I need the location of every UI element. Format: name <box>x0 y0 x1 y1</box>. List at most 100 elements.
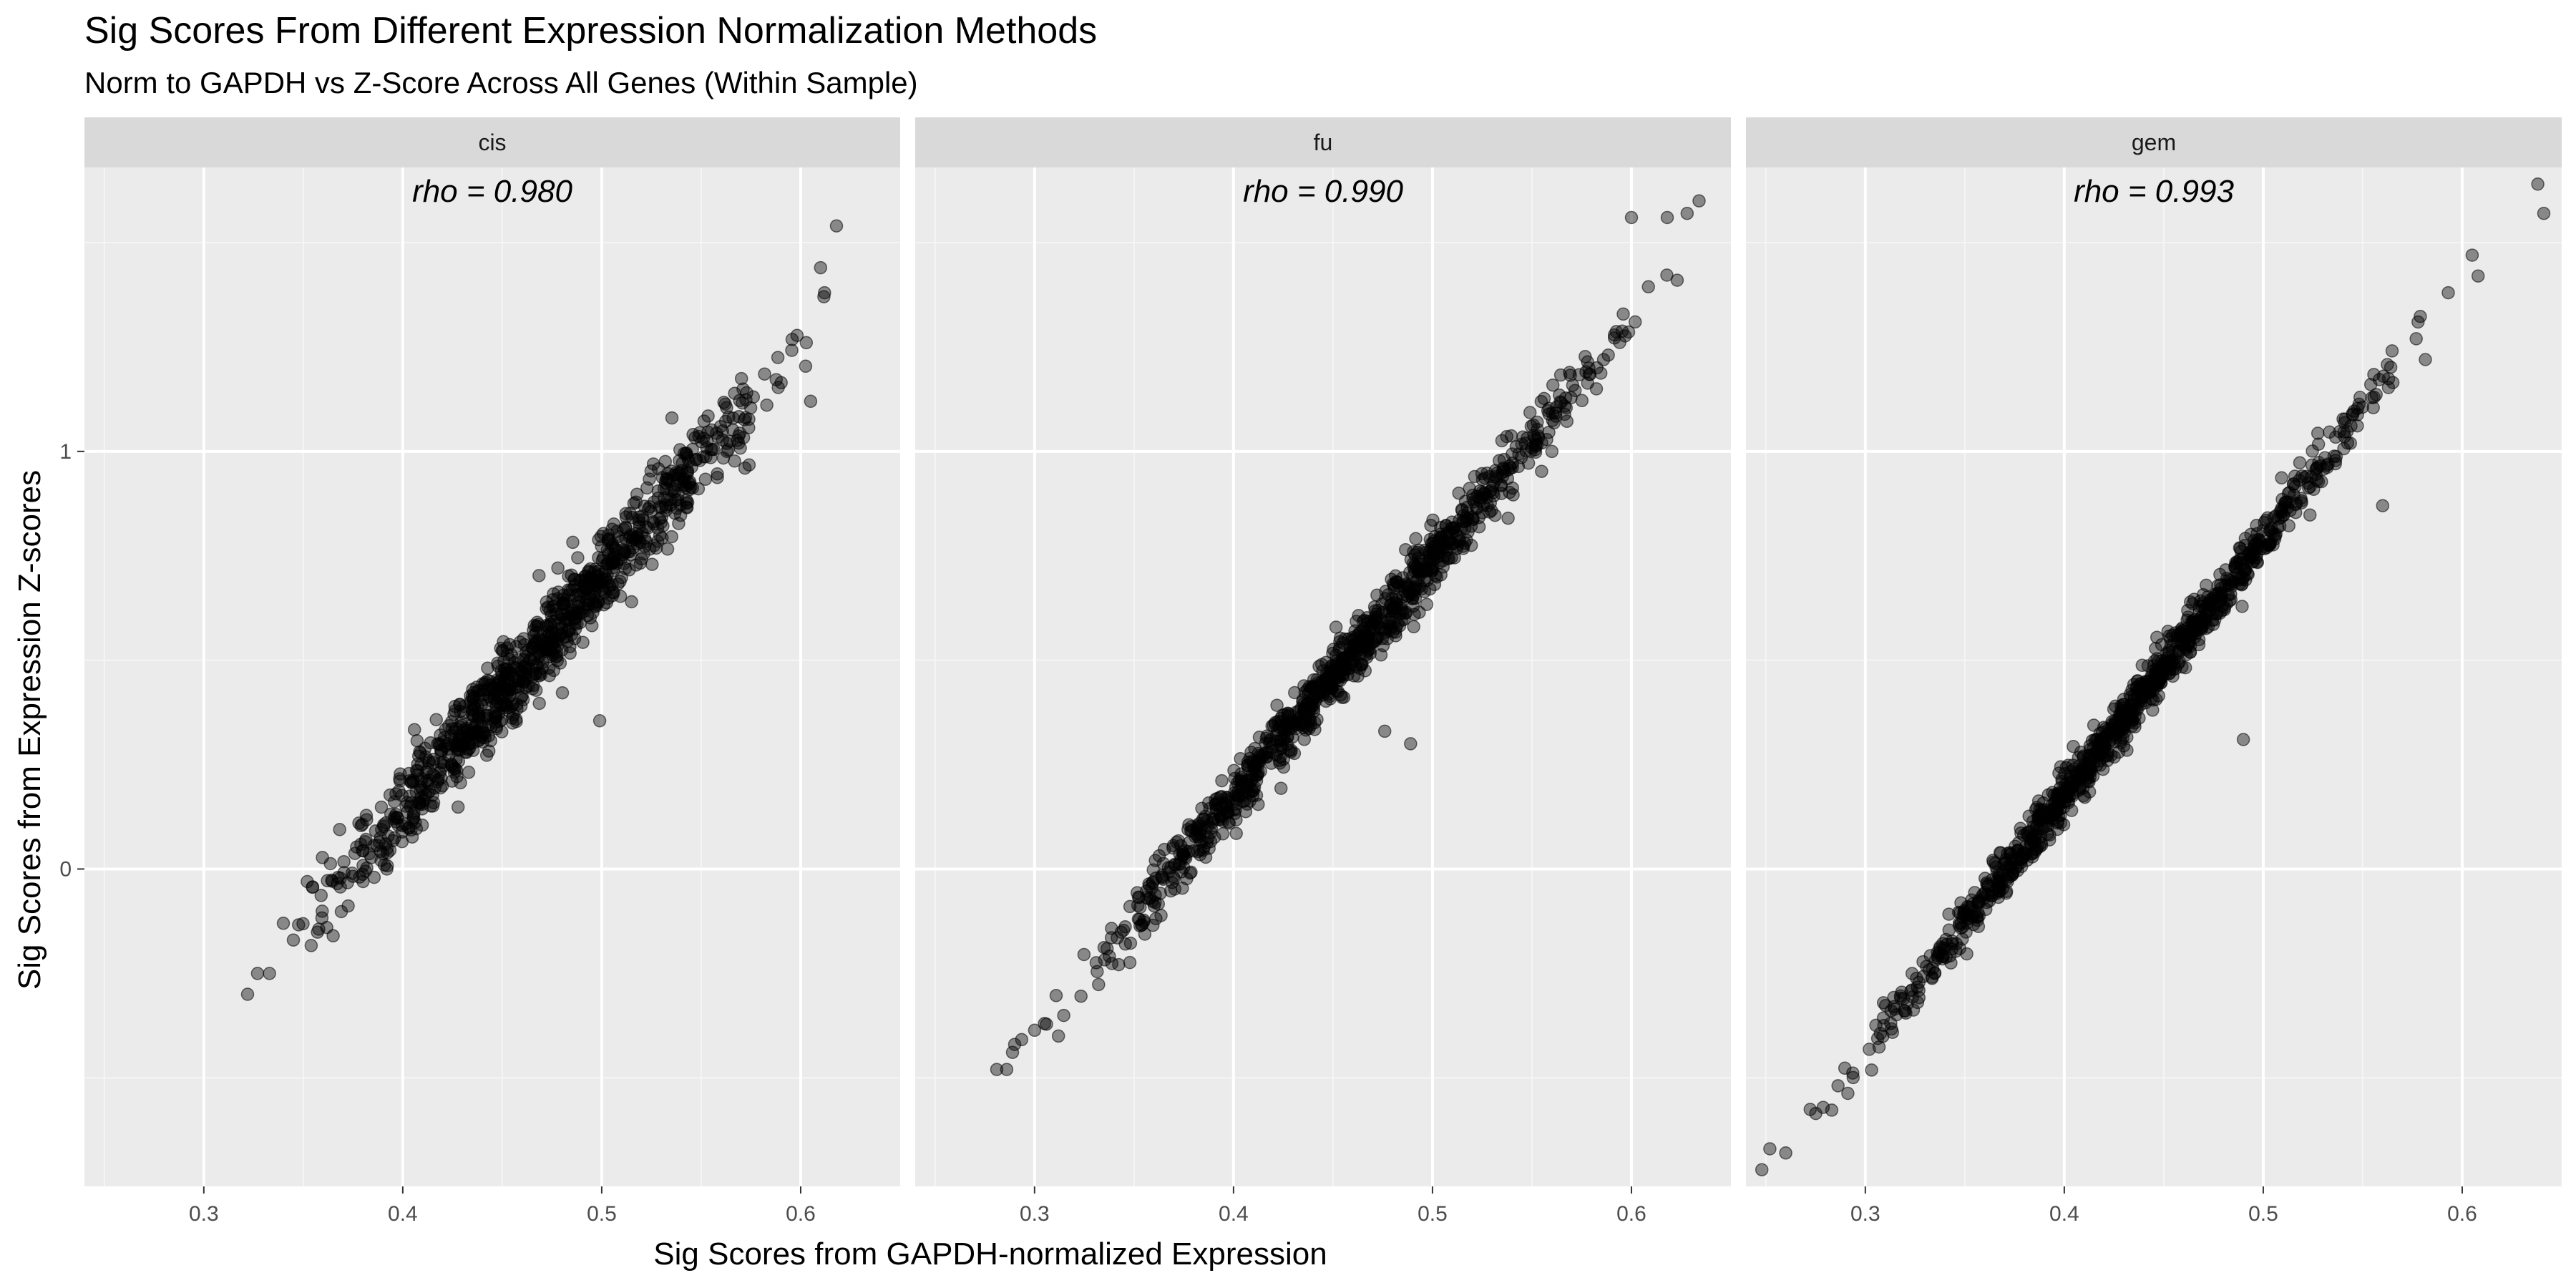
data-point <box>1494 479 1508 493</box>
data-point <box>1123 955 1137 970</box>
data-point <box>535 635 549 649</box>
data-point <box>341 899 355 913</box>
data-point <box>1146 894 1159 908</box>
data-point <box>1972 909 1986 922</box>
data-point <box>240 987 255 1001</box>
facet-strip-label: gem <box>2132 130 2176 155</box>
data-point <box>477 693 490 706</box>
data-point <box>1506 481 1520 495</box>
data-point <box>1936 941 1950 955</box>
data-point <box>532 696 546 711</box>
data-point <box>2174 638 2188 651</box>
data-point <box>2205 613 2220 628</box>
data-point <box>2441 286 2455 300</box>
data-point <box>1506 461 1519 474</box>
data-points <box>990 194 1706 1076</box>
data-point <box>2238 532 2253 545</box>
data-point <box>1563 366 1576 379</box>
data-point <box>488 693 502 706</box>
data-point <box>444 758 459 771</box>
data-point <box>1387 581 1401 595</box>
data-point <box>829 219 844 233</box>
data-point <box>1885 1025 1900 1039</box>
data-point <box>532 669 546 683</box>
data-point <box>413 796 426 809</box>
data-point <box>705 423 718 437</box>
data-point <box>1423 546 1436 560</box>
data-point <box>1999 856 2013 869</box>
chart-title: Sig Scores From Different Expression Nor… <box>84 10 1097 52</box>
data-point <box>2336 412 2350 426</box>
data-point <box>1370 588 1384 602</box>
data-point <box>360 813 374 826</box>
data-point <box>1458 536 1472 550</box>
data-point <box>1904 984 1918 998</box>
data-point <box>481 711 494 726</box>
data-point <box>588 573 602 587</box>
data-point <box>1380 632 1394 645</box>
data-point <box>742 421 756 435</box>
data-point <box>1409 532 1423 546</box>
data-point <box>785 343 799 357</box>
data-point <box>419 766 434 779</box>
data-point <box>1008 1038 1022 1051</box>
data-point <box>2537 206 2551 220</box>
data-point <box>1582 361 1596 375</box>
data-point <box>1609 325 1624 338</box>
data-point <box>1680 206 1694 220</box>
data-point <box>348 847 362 860</box>
data-point <box>1831 1079 1845 1093</box>
data-point <box>513 635 527 649</box>
data-point <box>490 676 504 690</box>
data-point <box>1304 718 1318 732</box>
data-point <box>1901 997 1914 1011</box>
data-point <box>478 727 492 741</box>
data-point <box>1495 434 1509 448</box>
data-point <box>1542 425 1556 439</box>
data-point <box>394 767 407 781</box>
data-point <box>647 539 661 552</box>
data-point <box>1237 786 1252 800</box>
data-point <box>1865 1063 1878 1077</box>
data-point <box>717 396 731 409</box>
data-point <box>296 917 310 931</box>
data-point <box>608 542 622 555</box>
data-point <box>1501 511 1515 525</box>
data-point <box>456 736 470 750</box>
data-point <box>315 911 329 925</box>
data-point <box>1589 382 1604 396</box>
data-point <box>1616 307 1630 321</box>
data-point <box>640 481 654 495</box>
data-point <box>804 394 818 409</box>
data-point <box>301 874 314 889</box>
data-point <box>711 471 724 484</box>
data-point <box>434 763 448 776</box>
data-point <box>2318 451 2332 464</box>
data-point <box>1000 1063 1014 1076</box>
data-point <box>596 527 610 540</box>
data-point <box>692 429 706 444</box>
data-point <box>2419 353 2432 366</box>
data-point <box>1051 1029 1065 1043</box>
data-point <box>410 734 424 748</box>
data-point <box>1407 608 1421 621</box>
data-point <box>732 409 746 424</box>
data-point <box>1332 660 1347 674</box>
data-point <box>1966 897 1980 911</box>
data-point <box>510 702 524 716</box>
data-point <box>502 691 515 705</box>
data-point <box>2189 624 2202 638</box>
data-point <box>527 623 540 638</box>
data-point <box>571 551 585 565</box>
data-point <box>1049 989 1063 1002</box>
data-point <box>286 933 301 947</box>
data-point <box>731 436 746 450</box>
data-point <box>1920 960 1933 973</box>
data-point <box>576 635 590 649</box>
data-point <box>1628 315 1642 329</box>
data-point <box>1546 378 1560 392</box>
data-point <box>374 831 387 845</box>
data-point <box>2228 560 2243 574</box>
data-point <box>393 772 406 786</box>
data-point <box>525 641 539 655</box>
